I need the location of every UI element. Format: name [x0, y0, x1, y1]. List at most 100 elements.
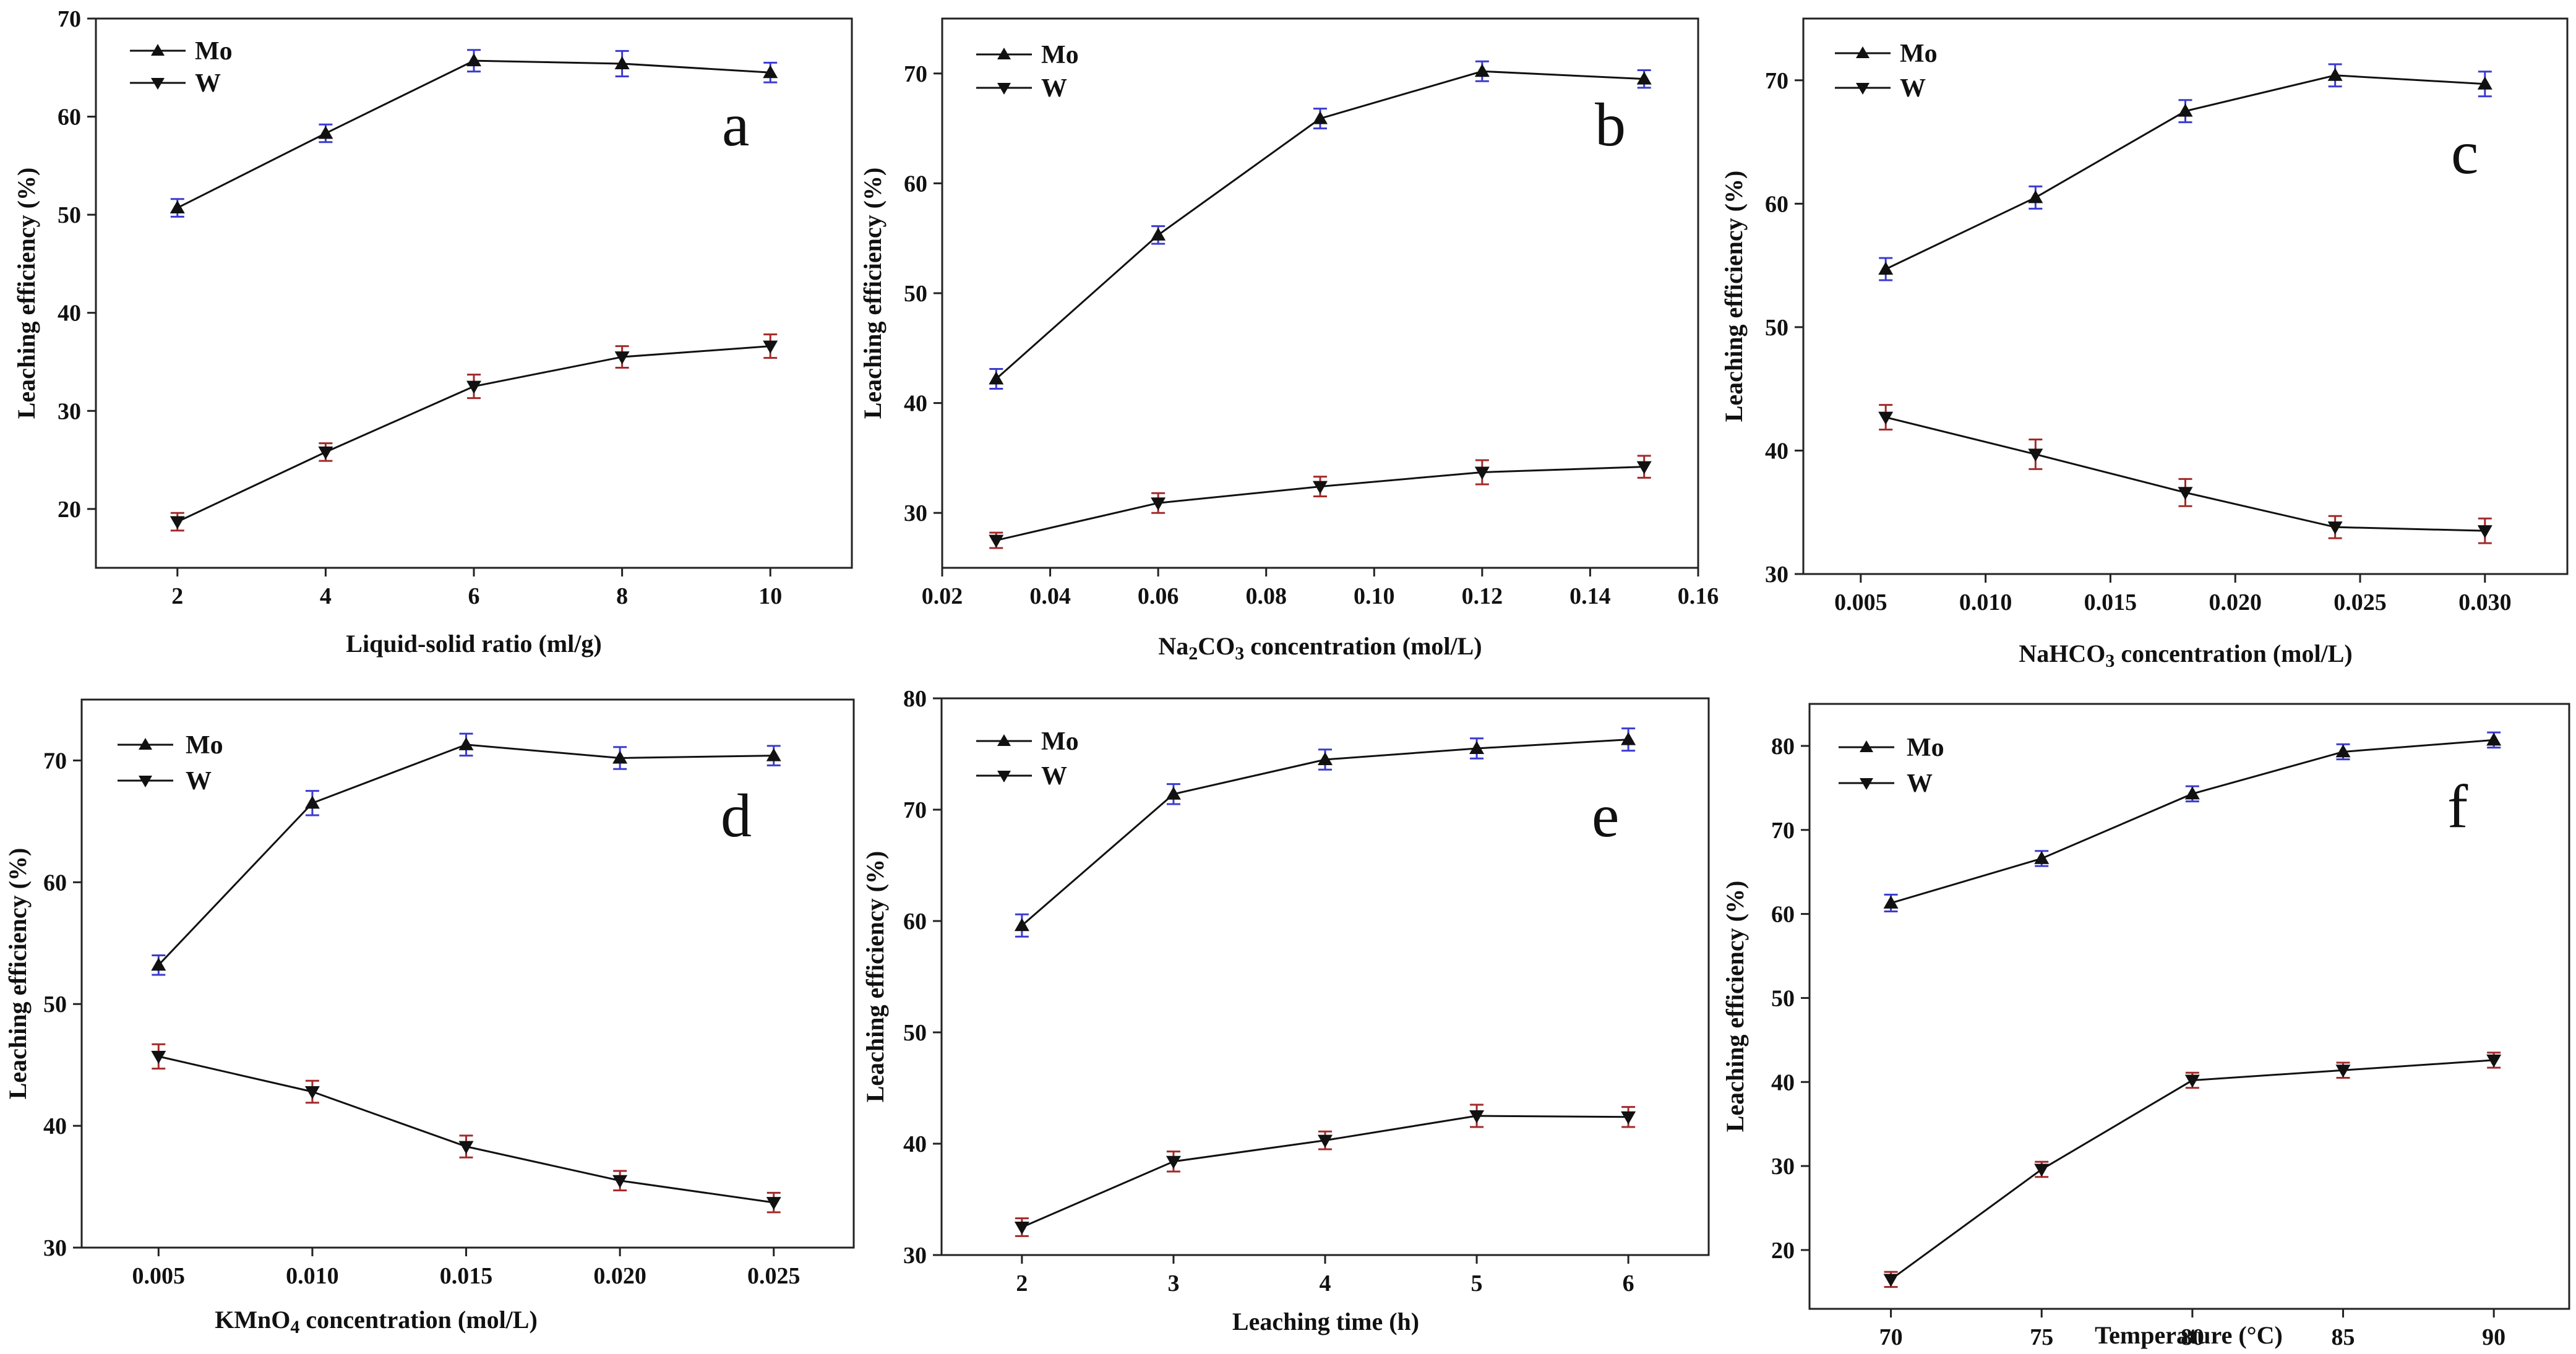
y-tick-label: 30	[43, 1235, 67, 1261]
data-point-w	[763, 340, 778, 354]
data-point-mo	[614, 56, 630, 69]
data-point-mo	[2028, 190, 2043, 204]
legend-label-mo: Mo	[195, 37, 233, 66]
data-point-mo	[1318, 752, 1333, 765]
data-point-mo	[151, 958, 166, 971]
data-point-w	[458, 1141, 474, 1154]
data-point-w	[1151, 497, 1166, 511]
y-tick-label: 60	[903, 909, 927, 935]
x-tick-label: 0.025	[747, 1263, 801, 1289]
data-point-mo	[1636, 71, 1652, 85]
y-tick-label: 30	[58, 398, 81, 424]
x-axis-label: NaHCO3 concentration (mol/L)	[2019, 640, 2352, 671]
data-point-w	[1883, 1274, 1899, 1287]
x-tick-label: 2	[171, 583, 183, 609]
panel-e: 2 3 4 5 6 30 40 50 60 70 80 Mo W e Leaching time …	[859, 675, 1717, 1351]
y-tick-label: 30	[903, 1243, 927, 1269]
x-axis-label: Na2CO3 concentration (mol/L)	[1158, 632, 1482, 664]
y-tick-label: 50	[1765, 315, 1788, 341]
data-point-mo	[766, 748, 781, 761]
data-point-mo	[2034, 851, 2050, 864]
data-point-w	[2178, 487, 2193, 500]
y-tick-label: 60	[1771, 902, 1795, 928]
panel-letter: a	[722, 90, 749, 159]
legend-label-w: W	[1907, 769, 1933, 798]
x-tick-label: 8	[616, 583, 628, 609]
data-point-mo	[2184, 786, 2200, 800]
x-tick-label: 0.04	[1029, 583, 1071, 609]
data-point-w	[2477, 525, 2492, 539]
x-tick-label: 0.10	[1354, 583, 1395, 609]
y-tick-label: 40	[1765, 438, 1788, 464]
y-tick-label: 80	[1771, 734, 1795, 760]
x-tick-label: 0.06	[1138, 583, 1179, 609]
x-axis-label: KMnO4 concentration (mol/L)	[215, 1306, 538, 1337]
y-tick-label: 20	[58, 497, 81, 523]
series-line-w	[177, 345, 771, 523]
data-point-w	[1014, 1222, 1029, 1235]
y-axis-label: Leaching efficiency (%)	[1720, 171, 1748, 422]
data-point-w	[989, 534, 1004, 548]
legend: Mo W	[1835, 40, 1938, 103]
y-tick-label: 70	[1765, 68, 1788, 94]
y-tick-label: 60	[43, 870, 67, 896]
legend-label-mo: Mo	[186, 731, 223, 760]
x-tick-label: 6	[1623, 1270, 1634, 1296]
panel-d: 0.005 0.010 0.015 0.020 0.025 30 40 50 60 70 Mo …	[0, 675, 859, 1351]
y-tick-label: 70	[904, 61, 927, 87]
x-tick-label: 0.030	[2458, 589, 2512, 615]
series-line-w	[1885, 416, 2485, 532]
panel-a: 2 4 6 8 10 20 30 40 50 60 70 Mo W a Liquid-solid …	[0, 0, 859, 675]
data-point-w	[1313, 481, 1328, 494]
legend: Mo W	[118, 731, 223, 795]
legend-label-w: W	[1041, 74, 1067, 103]
data-point-mo	[170, 200, 185, 214]
data-point-w	[612, 1175, 628, 1188]
data-point-mo	[304, 795, 320, 809]
y-tick-label: 70	[58, 6, 81, 32]
y-tick-label: 40	[58, 301, 81, 327]
y-tick-label: 50	[1771, 985, 1795, 1011]
series-line-w	[1890, 1059, 2494, 1280]
data-point-w	[2034, 1163, 2050, 1177]
data-point-w	[2028, 448, 2043, 462]
x-tick-label: 4	[1320, 1270, 1331, 1296]
data-point-mo	[989, 371, 1004, 385]
x-tick-label: 0.025	[2333, 589, 2387, 615]
data-point-w	[2335, 1065, 2351, 1078]
y-axis-label: Leaching efficiency (%)	[4, 848, 32, 1100]
plot-frame	[80, 698, 855, 1249]
legend-label-w: W	[1900, 74, 1926, 103]
y-tick-label: 60	[904, 171, 927, 197]
data-point-mo	[1878, 262, 1894, 275]
chart-c-svg: 0.005 0.010 0.015 0.020 0.025 0.030 30 40 50 60 7…	[1720, 17, 2569, 671]
data-point-w	[2184, 1074, 2200, 1088]
y-tick-label: 30	[904, 500, 927, 526]
x-tick-label: 0.010	[1959, 589, 2012, 615]
data-point-mo	[2335, 744, 2351, 758]
y-tick-label: 70	[903, 797, 927, 823]
y-axis-label: Leaching efficiency (%)	[861, 851, 889, 1103]
data-point-w	[2327, 521, 2343, 535]
plot-frame	[1808, 703, 2570, 1310]
y-tick-label: 50	[904, 281, 927, 307]
chart-d-svg: 0.005 0.010 0.015 0.020 0.025 30 40 50 60 70 Mo …	[4, 698, 855, 1337]
series-line-w	[158, 1055, 774, 1204]
y-tick-label: 30	[1765, 562, 1788, 588]
data-point-mo	[2327, 67, 2343, 81]
data-point-mo	[612, 750, 628, 764]
data-point-mo	[2486, 732, 2502, 746]
data-point-w	[1621, 1111, 1636, 1125]
data-point-w	[466, 380, 481, 394]
data-point-mo	[1014, 918, 1029, 932]
x-tick-label: 85	[2332, 1324, 2355, 1350]
x-tick-label: 80	[2181, 1324, 2204, 1350]
data-point-mo	[1883, 895, 1899, 909]
y-tick-label: 50	[58, 202, 81, 228]
series-line-mo	[177, 59, 771, 209]
data-point-mo	[2178, 103, 2193, 117]
y-tick-label: 50	[43, 992, 67, 1018]
y-tick-label: 20	[1771, 1238, 1795, 1264]
x-tick-label: 0.12	[1462, 583, 1503, 609]
panel-letter: d	[721, 781, 752, 850]
